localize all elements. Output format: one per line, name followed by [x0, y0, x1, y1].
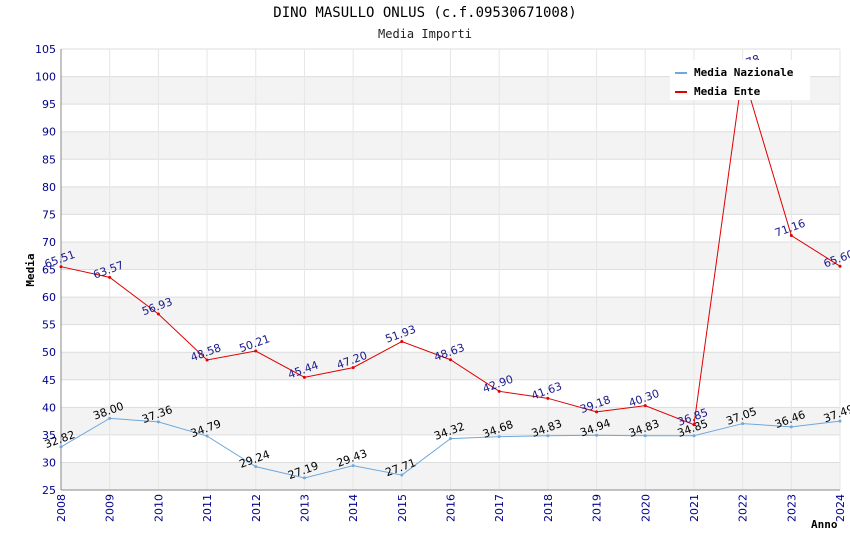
data-point-media-nazionale — [108, 416, 112, 420]
data-point-media-ente — [351, 366, 355, 370]
data-point-media-nazionale — [254, 465, 258, 469]
data-point-media-nazionale — [838, 419, 842, 423]
data-point-media-ente — [497, 389, 501, 393]
legend-box — [670, 60, 810, 100]
data-point-media-ente — [156, 312, 160, 316]
x-tick-label: 2011 — [201, 494, 214, 522]
data-point-media-nazionale — [59, 445, 63, 449]
chart-subtitle: Media Importi — [378, 27, 472, 41]
chart-title: DINO MASULLO ONLUS (c.f.09530671008) — [273, 5, 577, 21]
data-point-media-ente — [205, 358, 209, 362]
data-point-media-ente — [643, 404, 647, 408]
legend-label-media-ente: Media Ente — [694, 85, 761, 98]
y-tick-label: 75 — [42, 208, 56, 221]
x-tick-label: 2024 — [834, 494, 847, 522]
data-point-media-ente — [595, 410, 599, 414]
data-point-media-nazionale — [302, 476, 306, 480]
y-tick-label: 65 — [42, 264, 56, 277]
data-point-media-ente — [254, 349, 258, 353]
x-tick-label: 2012 — [250, 494, 263, 522]
data-point-media-nazionale — [741, 422, 745, 426]
x-tick-label: 2013 — [298, 494, 311, 522]
x-tick-label: 2018 — [542, 494, 555, 522]
y-tick-label: 90 — [42, 126, 56, 139]
y-tick-label: 70 — [42, 236, 56, 249]
data-point-media-ente — [449, 358, 452, 362]
data-point-media-ente — [108, 275, 112, 279]
y-tick-label: 30 — [42, 456, 56, 469]
x-tick-label: 2008 — [55, 494, 68, 522]
x-tick-label: 2015 — [396, 494, 409, 522]
x-axis-title: Anno — [811, 518, 838, 531]
y-tick-label: 60 — [42, 291, 56, 304]
data-point-media-nazionale — [205, 434, 209, 438]
data-point-media-ente — [838, 264, 842, 268]
data-point-media-ente — [546, 396, 550, 400]
y-tick-label: 45 — [42, 374, 56, 387]
x-tick-label: 2016 — [445, 494, 458, 522]
data-point-media-ente — [789, 234, 793, 238]
legend-label-media-nazionale: Media Nazionale — [694, 66, 794, 79]
x-tick-label: 2019 — [591, 494, 604, 522]
y-tick-label: 25 — [42, 484, 56, 497]
data-point-media-nazionale — [400, 473, 404, 477]
x-tick-label: 2017 — [493, 494, 506, 522]
x-tick-label: 2023 — [785, 494, 798, 522]
y-tick-label: 95 — [42, 98, 56, 111]
y-tick-label: 105 — [35, 43, 56, 56]
data-point-media-ente — [59, 265, 63, 269]
data-point-media-nazionale — [643, 434, 647, 438]
x-tick-label: 2010 — [152, 494, 165, 522]
x-tick-label: 2022 — [737, 494, 750, 522]
x-tick-label: 2020 — [639, 494, 652, 522]
data-point-media-ente — [302, 375, 306, 379]
y-tick-label: 35 — [42, 429, 56, 442]
data-point-media-nazionale — [789, 425, 793, 429]
y-axis-title: Media — [24, 253, 37, 286]
data-point-media-nazionale — [449, 437, 452, 441]
y-tick-label: 50 — [42, 346, 56, 359]
y-tick-label: 80 — [42, 181, 56, 194]
data-point-media-nazionale — [497, 435, 501, 439]
y-tick-label: 40 — [42, 401, 56, 414]
data-point-media-nazionale — [351, 464, 355, 468]
data-point-media-nazionale — [546, 434, 550, 438]
data-point-media-ente — [400, 340, 404, 344]
x-tick-label: 2021 — [688, 494, 701, 522]
y-tick-label: 85 — [42, 153, 56, 166]
data-point-media-ente — [692, 423, 696, 427]
y-tick-label: 55 — [42, 319, 56, 332]
data-point-media-nazionale — [692, 434, 696, 438]
data-point-media-nazionale — [156, 420, 160, 424]
y-tick-label: 100 — [35, 71, 56, 84]
x-tick-label: 2009 — [104, 494, 117, 522]
x-tick-label: 2014 — [347, 494, 360, 522]
data-point-media-nazionale — [595, 433, 599, 437]
